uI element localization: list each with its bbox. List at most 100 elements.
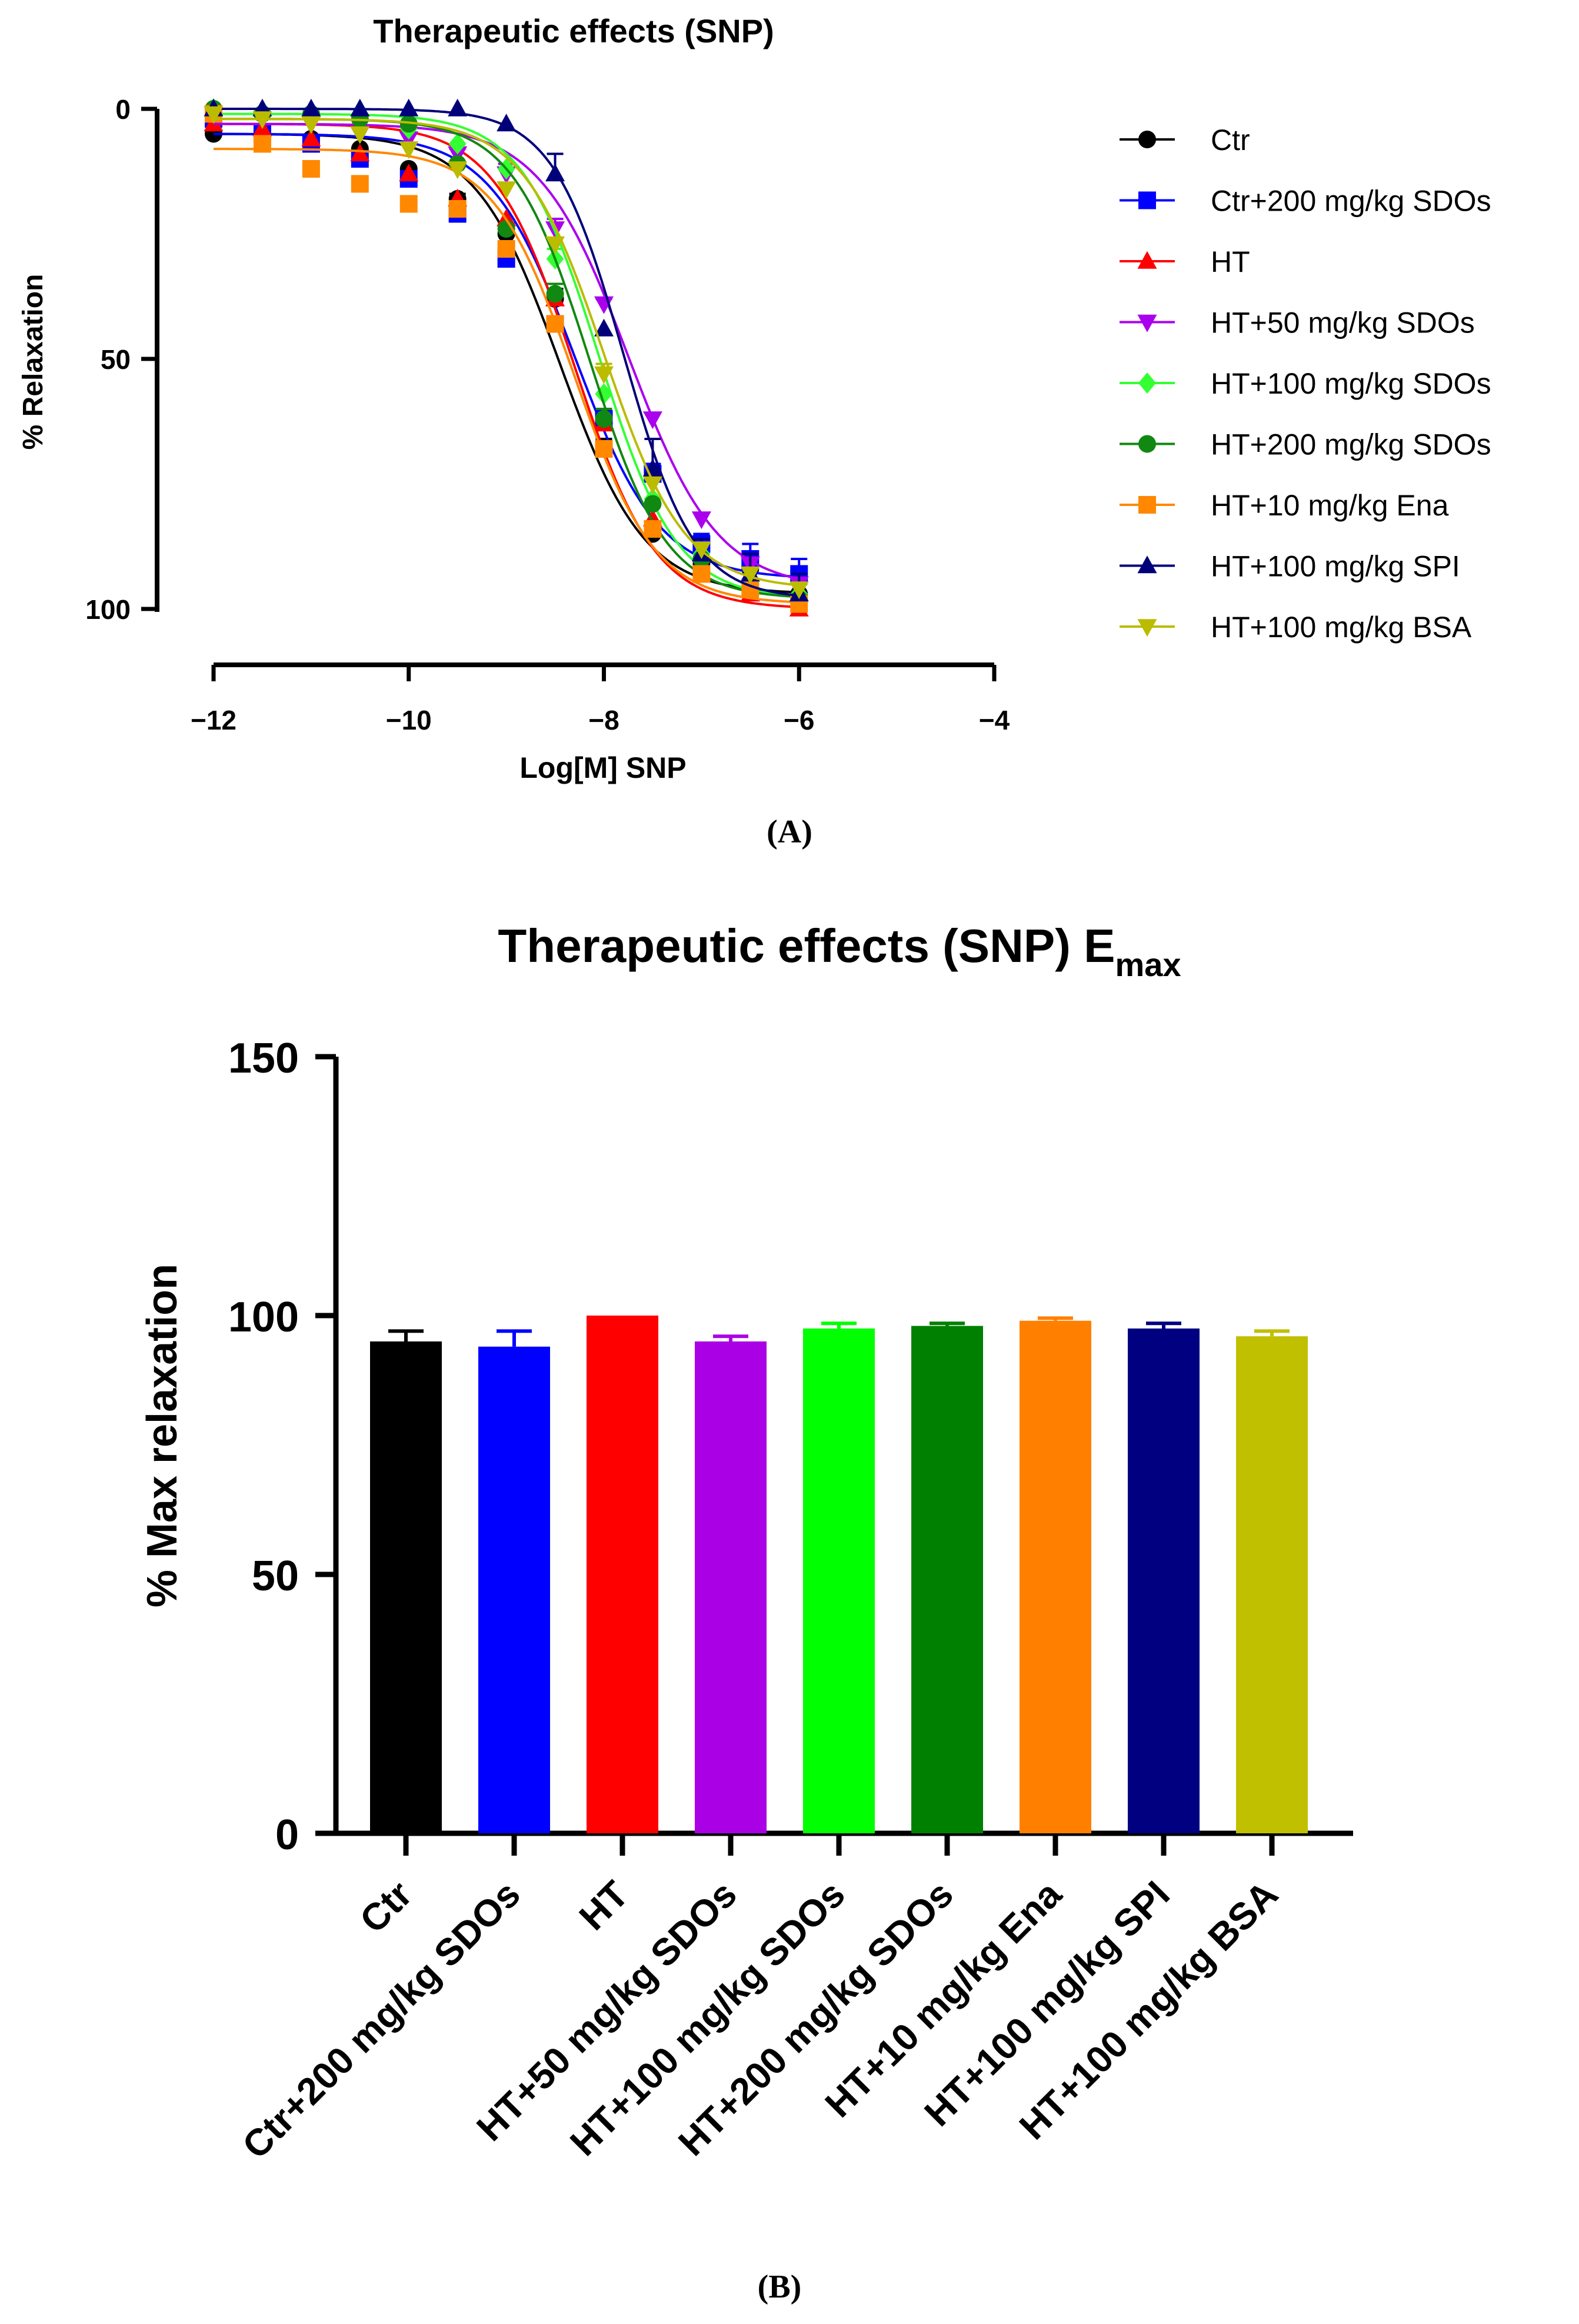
data-point xyxy=(350,144,370,162)
data-point xyxy=(497,114,517,132)
legend-marker xyxy=(1137,251,1157,269)
legend-label: HT+100 mg/kg BSA xyxy=(1211,611,1472,644)
y-tick-label: 50 xyxy=(101,344,131,375)
bar-group xyxy=(803,1321,875,1833)
panel-a-title: Therapeutic effects (SNP) xyxy=(373,12,774,49)
data-point xyxy=(301,116,321,134)
data-point xyxy=(545,236,565,254)
bar-group xyxy=(695,1334,767,1833)
data-point xyxy=(302,160,320,178)
y-tick-label: 100 xyxy=(228,1294,299,1341)
panel-a-x-label: Log[M] SNP xyxy=(519,751,686,784)
data-point xyxy=(642,411,662,429)
bar-group xyxy=(478,1329,550,1833)
bar xyxy=(911,1326,983,1833)
data-point xyxy=(644,495,662,513)
panel-b-bar-chart: Therapeutic effects (SNP) Emax 0 50 100 150… xyxy=(139,920,1353,2305)
legend-label: HT+100 mg/kg SPI xyxy=(1211,550,1460,583)
legend-marker xyxy=(1137,555,1157,574)
legend-label: Ctr+200 mg/kg SDOs xyxy=(1211,185,1491,218)
legend-marker xyxy=(1138,496,1156,514)
data-point xyxy=(350,98,370,116)
bar-group xyxy=(587,1316,658,1833)
data-point xyxy=(399,98,419,116)
x-tick-label: −4 xyxy=(979,705,1010,735)
data-point xyxy=(546,285,564,303)
legend-label: HT xyxy=(1211,245,1250,278)
x-tick-label: −6 xyxy=(784,705,814,735)
data-point xyxy=(691,511,711,530)
legend-label: HT+200 mg/kg SDOs xyxy=(1211,428,1491,461)
legend-label: HT+50 mg/kg SDOs xyxy=(1211,307,1475,339)
x-tick-label: −8 xyxy=(588,705,619,735)
panel-b-title-subscript: max xyxy=(1115,946,1181,983)
panel-a-y-ticks: 0 50 100 xyxy=(85,94,157,625)
data-point xyxy=(448,161,468,179)
panel-b-y-ticks: 0 50 100 150 xyxy=(228,1035,336,1859)
legend-label: Ctr xyxy=(1211,124,1250,157)
legend-entry: HT xyxy=(1120,245,1250,278)
bar xyxy=(1020,1320,1091,1833)
y-tick-label: 0 xyxy=(115,94,131,125)
bar xyxy=(587,1316,658,1833)
data-point xyxy=(692,565,711,583)
series-4 xyxy=(204,106,809,594)
bar xyxy=(803,1329,875,1833)
legend-entry: HT+100 mg/kg SDOs xyxy=(1120,367,1491,400)
bar-group xyxy=(911,1321,983,1833)
legend-marker xyxy=(1138,131,1156,148)
data-point xyxy=(497,240,515,258)
legend-entry: HT+100 mg/kg SPI xyxy=(1120,550,1460,583)
data-point xyxy=(252,111,272,129)
bar xyxy=(1128,1329,1200,1833)
data-point xyxy=(351,175,369,193)
data-point xyxy=(399,131,419,149)
data-point xyxy=(448,98,468,116)
legend-entry: Ctr xyxy=(1120,124,1250,157)
data-point xyxy=(399,164,419,182)
data-point xyxy=(691,541,711,560)
data-point xyxy=(595,410,613,428)
panel-a-plot-area xyxy=(204,98,809,617)
legend-marker xyxy=(1138,435,1156,453)
panel-b-title: Therapeutic effects (SNP) Emax xyxy=(498,920,1181,983)
legend-entry: HT+100 mg/kg BSA xyxy=(1120,611,1472,644)
panel-b-bars xyxy=(370,1316,1308,1833)
panel-a-legend: Ctr Ctr+200 mg/kg SDOs HT HT+50 mg/kg SDOs H… xyxy=(1120,124,1491,644)
data-point xyxy=(399,195,418,213)
data-point xyxy=(448,200,467,218)
bar xyxy=(370,1341,442,1833)
series-9 xyxy=(204,106,809,600)
legend-entry: HT+10 mg/kg Ena xyxy=(1120,489,1449,522)
bar-group xyxy=(1236,1329,1308,1833)
series-5 xyxy=(205,98,808,605)
data-point xyxy=(545,164,565,182)
data-point xyxy=(789,581,809,600)
legend-marker xyxy=(1138,191,1156,209)
panel-b-label: (B) xyxy=(758,2269,802,2305)
data-point xyxy=(399,115,418,133)
fit-curve xyxy=(214,132,800,594)
data-point xyxy=(448,133,467,155)
legend-entry: Ctr+200 mg/kg SDOs xyxy=(1120,185,1491,218)
data-point xyxy=(399,141,419,159)
x-tick-label: HT xyxy=(571,1873,637,1938)
bar xyxy=(1236,1336,1308,1833)
data-point xyxy=(350,126,370,144)
data-point xyxy=(546,315,564,333)
x-tick-label: Ctr xyxy=(352,1873,420,1941)
legend-marker xyxy=(1137,619,1157,637)
legend-entry: HT+50 mg/kg SDOs xyxy=(1120,307,1475,339)
legend-marker xyxy=(1138,372,1156,394)
panel-a-x-ticks: −12 −10 −8 −6 −4 xyxy=(191,665,1010,735)
panel-a-label: (A) xyxy=(767,814,812,850)
panel-b-y-label: % Max relaxation xyxy=(139,1264,186,1607)
panel-a-y-label: % Relaxation xyxy=(18,274,49,450)
data-point xyxy=(642,476,662,494)
data-point xyxy=(301,98,321,116)
data-point xyxy=(595,440,613,458)
legend-entry: HT+200 mg/kg SDOs xyxy=(1120,428,1491,461)
legend-label: HT+10 mg/kg Ena xyxy=(1211,489,1449,522)
